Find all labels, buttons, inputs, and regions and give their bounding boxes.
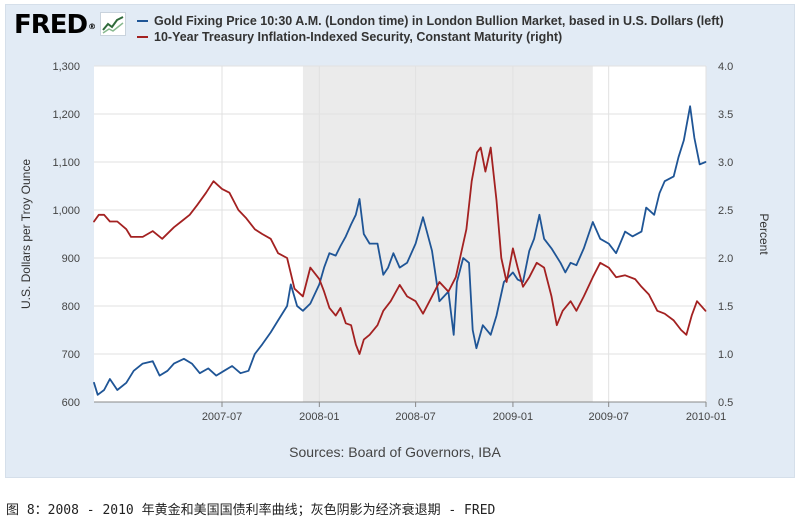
right-tick-label: 1.0 [718,349,733,361]
left-tick-label: 1,200 [52,109,80,121]
legend-item-tips[interactable]: 10-Year Treasury Inflation-Indexed Secur… [137,29,724,45]
fred-logo-text: FRED [14,10,88,40]
left-tick-label: 1,300 [52,61,80,73]
figure-caption: 图 8：2008 - 2010 年黄金和美国国债利率曲线；灰色阴影为经济衰退期 … [6,503,496,518]
x-tick-label: 2008-07 [395,411,435,423]
series-layer [93,105,707,396]
recession-shading [302,66,593,402]
left-tick-label: 900 [62,253,80,265]
chart-legend: Gold Fixing Price 10:30 A.M. (London tim… [137,13,724,45]
axes: 600 700 800 900 1,000 1,100 1,200 1,300 0.5 1.0 1.… [52,61,733,423]
registered-mark: ® [88,22,96,31]
legend-label-tips: 10-Year Treasury Inflation-Indexed Secur… [154,30,563,44]
source-text[interactable]: Sources: Board of Governors, IBA [289,444,501,460]
series-line-gold-price[interactable] [93,105,707,396]
left-tick-label: 1,100 [52,157,80,169]
x-tick-label: 2007-07 [202,411,242,423]
legend-label-gold: Gold Fixing Price 10:30 A.M. (London tim… [154,14,724,28]
left-tick-label: 800 [62,301,80,313]
right-tick-label: 3.0 [718,157,733,169]
right-tick-label: 3.5 [718,109,733,121]
right-tick-label: 4.0 [718,61,733,73]
left-tick-label: 700 [62,349,80,361]
left-tick-label: 1,000 [52,205,80,217]
legend-item-gold[interactable]: Gold Fixing Price 10:30 A.M. (London tim… [137,13,724,29]
fred-logo-chart-icon [100,12,126,36]
right-tick-label: 2.0 [718,253,733,265]
legend-swatch-gold [137,20,148,22]
left-axis-label: U.S. Dollars per Troy Ounce [19,159,33,309]
series-line-tips-yield[interactable] [93,146,707,355]
right-tick-label: 0.5 [718,397,733,409]
right-axis-label: Percent [757,213,771,255]
right-tick-label: 2.5 [718,205,733,217]
legend-swatch-tips [137,36,148,38]
line-chart: 600 700 800 900 1,000 1,100 1,200 1,300 0.5 1.0 1.… [19,61,771,460]
x-tick-label: 2009-01 [493,411,533,423]
left-tick-label: 600 [62,397,80,409]
right-tick-label: 1.5 [718,301,733,313]
x-tick-label: 2010-01 [686,411,726,423]
x-tick-label: 2009-07 [588,411,628,423]
fred-logo[interactable]: FRED® [14,10,96,40]
x-tick-label: 2008-01 [299,411,339,423]
recession-layer [302,66,593,402]
